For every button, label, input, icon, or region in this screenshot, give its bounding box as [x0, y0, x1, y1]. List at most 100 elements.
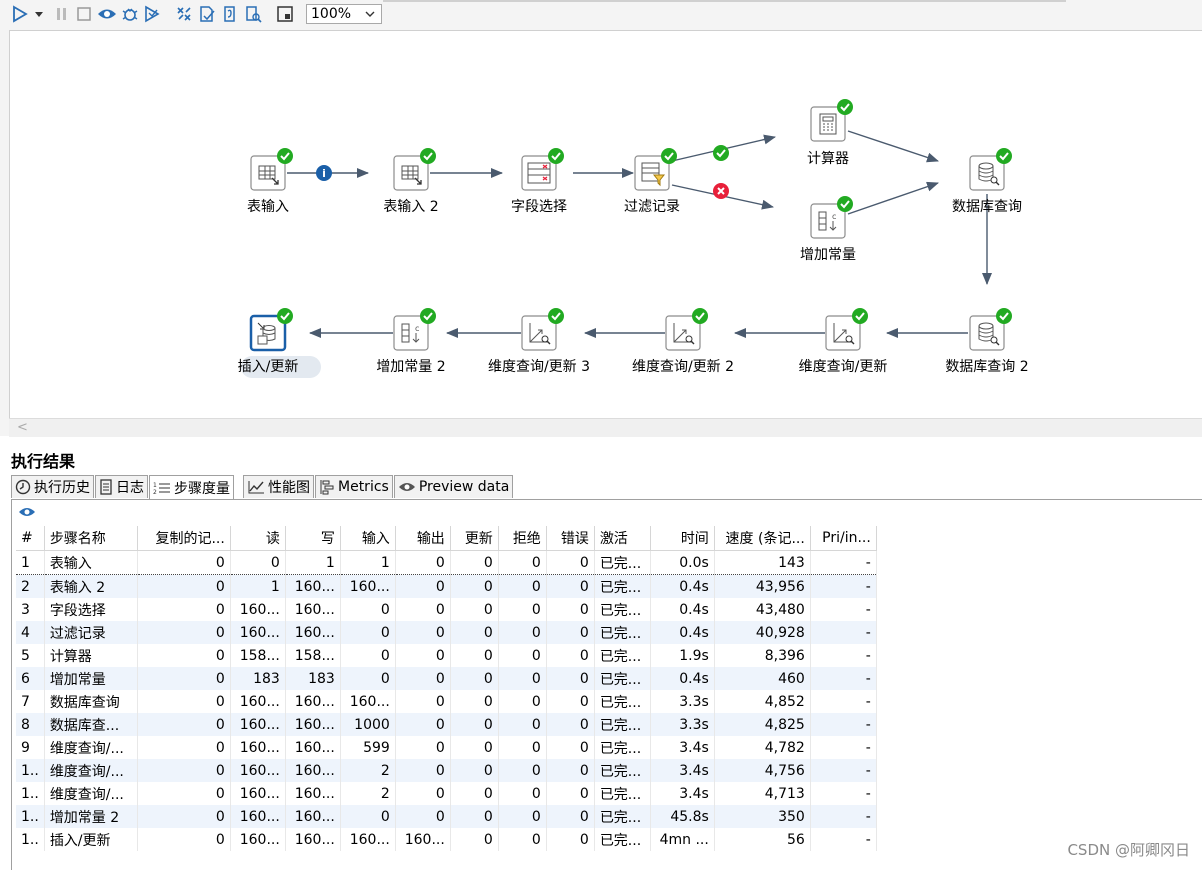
- success-check-icon: [660, 147, 678, 165]
- table-cell: 40,928: [714, 621, 811, 644]
- table-cell: 5: [16, 644, 45, 667]
- left-margin: [0, 30, 9, 436]
- table-cell: 已完...: [594, 690, 651, 713]
- table-row[interactable]: 5 计算器 0 158... 158... 0 0 0 0 0 已完... 1.9s 8,396-: [16, 644, 877, 667]
- column-header[interactable]: 输出: [395, 526, 451, 551]
- table-cell: 0: [137, 690, 231, 713]
- table-row[interactable]: 1.. 维度查询/... 0 160... 160... 2 0 0 0 0 已完... 3.4s 4,…: [16, 782, 877, 805]
- step-label-db-lookup-2: 数据库查询 2: [945, 359, 1028, 375]
- scroll-left-icon[interactable]: <: [17, 420, 28, 435]
- column-header[interactable]: 复制的记...: [137, 526, 231, 551]
- tab-log[interactable]: 日志: [95, 475, 148, 498]
- step-calculator[interactable]: [810, 98, 854, 142]
- table-row[interactable]: 1 表输入 0 0 1 1 0 0 0 0 已完... 0.0s 143-: [16, 550, 877, 575]
- step-table-input-2[interactable]: [393, 147, 437, 191]
- table-row[interactable]: 9 维度查询/... 0 160... 160... 599 0 0 0 0 已完... 3.4s 4,…: [16, 736, 877, 759]
- show-active-steps-eye-icon[interactable]: [18, 505, 36, 523]
- table-cell: 183: [230, 667, 286, 690]
- table-cell: 已完...: [594, 621, 651, 644]
- table-row[interactable]: 4 过滤记录 0 160... 160... 0 0 0 0 0 已完... 0.4s 40,928-: [16, 621, 877, 644]
- transformation-canvas[interactable]: i: [9, 30, 1202, 419]
- column-header[interactable]: 写: [285, 526, 341, 551]
- step-add-constants-2[interactable]: c: [393, 307, 437, 351]
- column-header[interactable]: 速度 (条记...: [714, 526, 811, 551]
- svg-text:1: 1: [153, 482, 157, 489]
- step-table-input[interactable]: [250, 147, 294, 191]
- canvas-horizontal-scrollbar[interactable]: <: [9, 418, 1202, 437]
- step-select-fields[interactable]: [521, 147, 565, 191]
- step-insert-update[interactable]: [241, 307, 321, 378]
- table-cell: 160...: [230, 621, 286, 644]
- table-row[interactable]: 2 表输入 2 0 1 160... 160... 0 0 0 0 已完... 0.4s 43,956-: [16, 574, 877, 598]
- table-cell: 4,713: [714, 782, 811, 805]
- table-cell: 0: [395, 759, 451, 782]
- column-header[interactable]: 更新: [450, 526, 499, 551]
- impact-icon[interactable]: [197, 4, 217, 24]
- table-row[interactable]: 1.. 维度查询/... 0 160... 160... 2 0 0 0 0 已完... 3.4s 4,…: [16, 759, 877, 782]
- column-header[interactable]: Pri/in...: [810, 526, 877, 551]
- tab-label: 日志: [116, 480, 144, 496]
- table-cell: 0.0s: [650, 550, 715, 575]
- replay-icon[interactable]: [142, 4, 162, 24]
- column-header[interactable]: 步骤名称: [44, 526, 138, 551]
- table-row[interactable]: 3 字段选择 0 160... 160... 0 0 0 0 0 已完... 0.4s 43,480-: [16, 598, 877, 621]
- column-header[interactable]: 激活: [594, 526, 651, 551]
- table-cell: 增加常量 2: [44, 805, 138, 828]
- table-row[interactable]: 1.. 增加常量 2 0 160... 160... 0 0 0 0 0 已完... 45.8s 350…: [16, 805, 877, 828]
- database-lookup-icon: [978, 162, 1000, 186]
- step-add-constants[interactable]: c: [810, 195, 854, 239]
- run-options-icon[interactable]: [32, 4, 46, 24]
- table-cell: 数据库查...: [44, 713, 138, 736]
- table-cell: 45.8s: [650, 805, 715, 828]
- tab-metrics[interactable]: Metrics: [315, 475, 393, 498]
- table-row[interactable]: 1.. 插入/更新 0 160... 160... 160... 160... 0 0 0 已完..…: [16, 828, 877, 851]
- tab-preview-data[interactable]: Preview data: [393, 475, 514, 498]
- table-cell: 3.3s: [650, 690, 715, 713]
- sql-icon[interactable]: [220, 4, 240, 24]
- table-cell: 已完...: [594, 759, 651, 782]
- column-header[interactable]: 拒绝: [498, 526, 547, 551]
- column-header[interactable]: 时间: [650, 526, 715, 551]
- tab-performance-chart[interactable]: 性能图: [243, 475, 314, 498]
- column-header[interactable]: 输入: [340, 526, 396, 551]
- step-db-lookup-2[interactable]: [969, 307, 1013, 351]
- tab-history[interactable]: 执行历史: [11, 475, 94, 498]
- success-check-icon: [419, 307, 437, 325]
- zoom-select[interactable]: 100%: [306, 4, 382, 24]
- table-cell: 1: [16, 550, 45, 575]
- run-icon[interactable]: [10, 4, 30, 24]
- show-results-icon[interactable]: [275, 4, 295, 24]
- hop-false-error-icon: [713, 183, 729, 199]
- table-row[interactable]: 6 增加常量 0 183 183 0 0 0 0 0 已完... 0.4s 460-: [16, 667, 877, 690]
- hop-add-constants-to-db-lookup[interactable]: [847, 181, 939, 215]
- table-row[interactable]: 7 数据库查询 0 160... 160... 160... 0 0 0 0 已完... 3.3s 4,…: [16, 690, 877, 713]
- table-cell: 160...: [285, 736, 341, 759]
- column-header[interactable]: #: [16, 526, 45, 551]
- explore-db-icon[interactable]: [243, 4, 263, 24]
- table-input-icon: [258, 165, 279, 185]
- preview-icon[interactable]: [97, 4, 117, 24]
- table-cell: -: [810, 805, 877, 828]
- table-cell: 0: [137, 574, 231, 598]
- verify-icon[interactable]: [174, 4, 194, 24]
- table-cell: 0: [137, 713, 231, 736]
- step-db-lookup[interactable]: [969, 147, 1013, 191]
- table-cell: 0: [137, 644, 231, 667]
- debug-icon[interactable]: [120, 4, 140, 24]
- table-row[interactable]: 8 数据库查... 0 160... 160... 1000 0 0 0 0 已完... 3.3s 4,…: [16, 713, 877, 736]
- step-filter-rows[interactable]: [634, 147, 678, 191]
- step-dim-update[interactable]: [825, 307, 869, 351]
- column-header[interactable]: 错误: [546, 526, 595, 551]
- step-dim-update-3[interactable]: [521, 307, 565, 351]
- hop-calculator-to-db-lookup[interactable]: [847, 130, 939, 163]
- log-icon: [99, 479, 113, 495]
- success-check-icon: [836, 98, 854, 116]
- table-cell: 160...: [285, 805, 341, 828]
- column-header[interactable]: 读: [230, 526, 286, 551]
- table-cell: 0: [450, 782, 499, 805]
- step-dim-update-2[interactable]: [665, 307, 709, 351]
- pause-icon[interactable]: [52, 4, 72, 24]
- stop-icon[interactable]: [74, 4, 94, 24]
